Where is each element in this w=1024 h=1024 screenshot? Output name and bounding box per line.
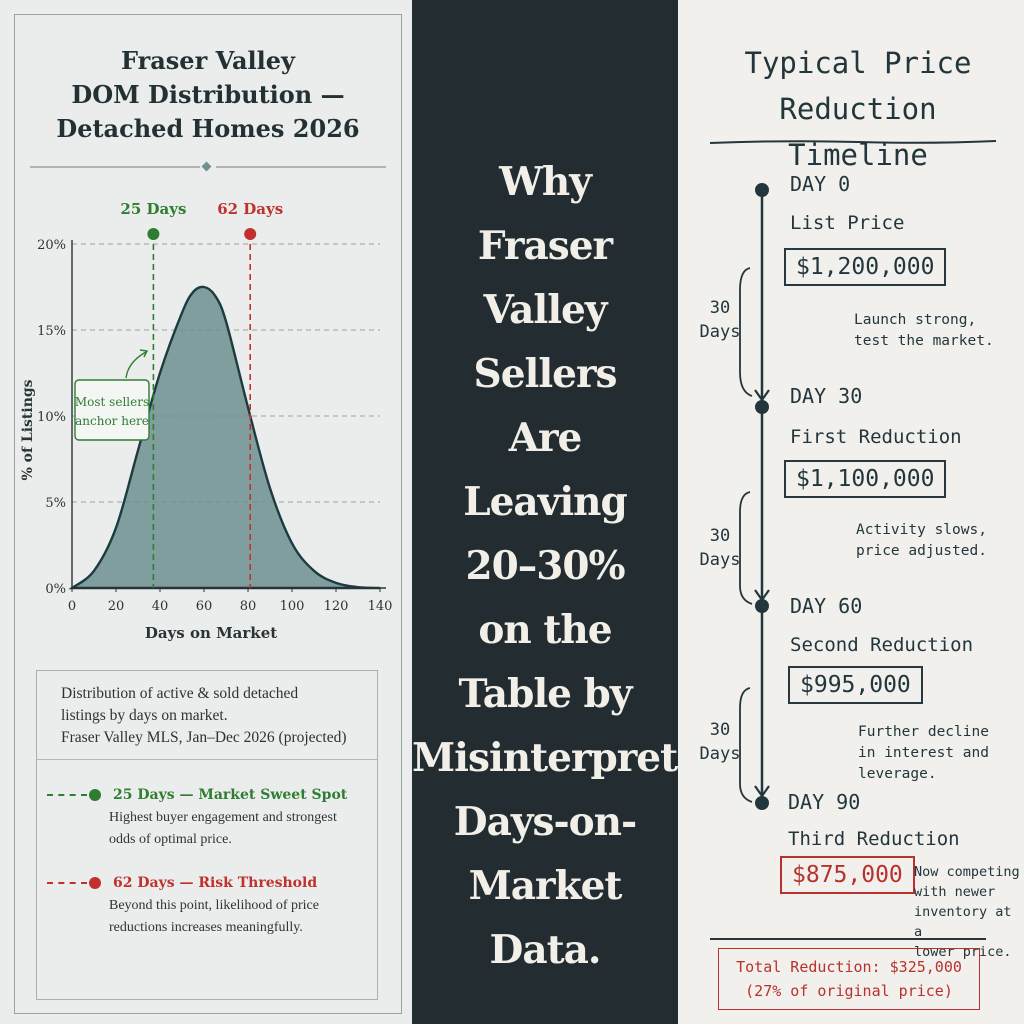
legend-item-sweet-spot: 25 Days — Market Sweet Spot Highest buye… <box>47 787 367 851</box>
total-divider <box>710 938 986 940</box>
timeline-node <box>755 400 769 414</box>
interval-label: 30 Days <box>699 526 741 570</box>
marker-label: 62 Days <box>217 200 283 218</box>
legend-label: 62 Days — Risk Threshold <box>113 875 318 891</box>
left-panel-frame <box>14 14 402 1014</box>
legend-body: Beyond this point, likelihood of price r… <box>109 898 319 935</box>
timeline-title-underline <box>709 140 997 144</box>
stage-note: Now competing with newer inventory at a … <box>914 864 1020 960</box>
red-dot-icon <box>89 877 101 889</box>
x-axis-label: Days on Market <box>145 624 277 642</box>
x-tick-label: 100 <box>280 599 305 614</box>
stage-note: Further decline in interest and leverage… <box>858 724 989 782</box>
timeline-node <box>755 796 769 810</box>
timeline-track <box>739 183 770 810</box>
x-tick-label: 140 <box>368 599 393 614</box>
chart-description: Distribution of active & sold detached l… <box>61 685 347 746</box>
title-divider <box>30 161 386 172</box>
interval-label: 30 Days <box>699 298 741 342</box>
y-tick-label: 10% <box>37 410 66 425</box>
annotation-text-line1: Most sellers <box>75 395 149 409</box>
stage-price: $1,100,000 <box>784 460 947 498</box>
stage-day: DAY 60 <box>790 594 863 618</box>
timeline-node <box>755 183 769 197</box>
stage-day: DAY 30 <box>790 384 863 408</box>
stage-note: Activity slows, price adjusted. <box>856 522 987 559</box>
stage-label: First Reduction <box>790 426 962 448</box>
x-tick-label: 120 <box>324 599 349 614</box>
stage-price: $995,000 <box>788 666 923 704</box>
stage-label: List Price <box>790 212 905 234</box>
y-tick-label: 0% <box>45 582 66 597</box>
annotation-arrow <box>125 351 147 379</box>
headline: Why Fraser Valley Sellers Are Leaving 20… <box>412 159 746 973</box>
interval-bracket <box>739 687 753 803</box>
marker-dot <box>244 228 257 240</box>
stage-price-final: $875,000 <box>780 856 915 894</box>
legend-divider <box>37 759 377 760</box>
marker-label: 25 Days <box>120 200 186 218</box>
stage-note: Launch strong, test the market. <box>854 312 994 349</box>
marker-dot <box>147 228 160 240</box>
legend-label: 25 Days — Market Sweet Spot <box>113 787 348 803</box>
stage-day: DAY 90 <box>788 790 861 814</box>
x-tick-label: 0 <box>68 599 76 614</box>
timeline-node <box>755 599 769 613</box>
stage-label: Third Reduction <box>788 828 960 850</box>
stage-price: $1,200,000 <box>784 248 947 286</box>
interval-bracket <box>739 491 753 605</box>
legend-box: Distribution of active & sold detached l… <box>36 670 378 1000</box>
right-panel: Typical Price Reduction Timeline 30 Days… <box>678 0 1024 1024</box>
y-tick-label: 15% <box>37 324 66 339</box>
chart-title: Fraser Valley DOM Distribution — Detache… <box>56 46 360 143</box>
interval-label: 30 Days <box>699 720 741 764</box>
annotation-text-line2: anchor here <box>75 414 149 428</box>
total-reduction-box: Total Reduction: $325,000 (27% of origin… <box>718 948 980 1010</box>
green-dot-icon <box>89 789 101 801</box>
stage-day: DAY 0 <box>790 172 851 196</box>
y-tick-label: 5% <box>45 496 66 511</box>
red-dashed-line-icon <box>47 882 87 884</box>
stage-label: Second Reduction <box>790 634 974 656</box>
dom-distribution-chart: 0% 5% 10% 15% 20% 0 20 40 60 80 100 120 140 25 Days 6… <box>20 200 393 642</box>
x-tick-label: 60 <box>196 599 213 614</box>
x-tick-label: 40 <box>152 599 169 614</box>
y-axis-label: % of Listings <box>20 379 36 480</box>
center-panel: Why Fraser Valley Sellers Are Leaving 20… <box>412 0 746 1024</box>
legend-body: Highest buyer engagement and strongest o… <box>109 810 337 847</box>
y-tick-label: 20% <box>37 238 66 253</box>
interval-bracket <box>739 267 753 397</box>
distribution-area <box>68 285 381 590</box>
x-tick-label: 80 <box>240 599 257 614</box>
annotation-box <box>74 379 150 441</box>
x-tick-label: 20 <box>108 599 125 614</box>
green-dashed-line-icon <box>47 794 87 796</box>
left-panel: Fraser Valley DOM Distribution — Detache… <box>0 0 412 1024</box>
legend-item-risk-threshold: 62 Days — Risk Threshold Beyond this poi… <box>47 875 367 939</box>
